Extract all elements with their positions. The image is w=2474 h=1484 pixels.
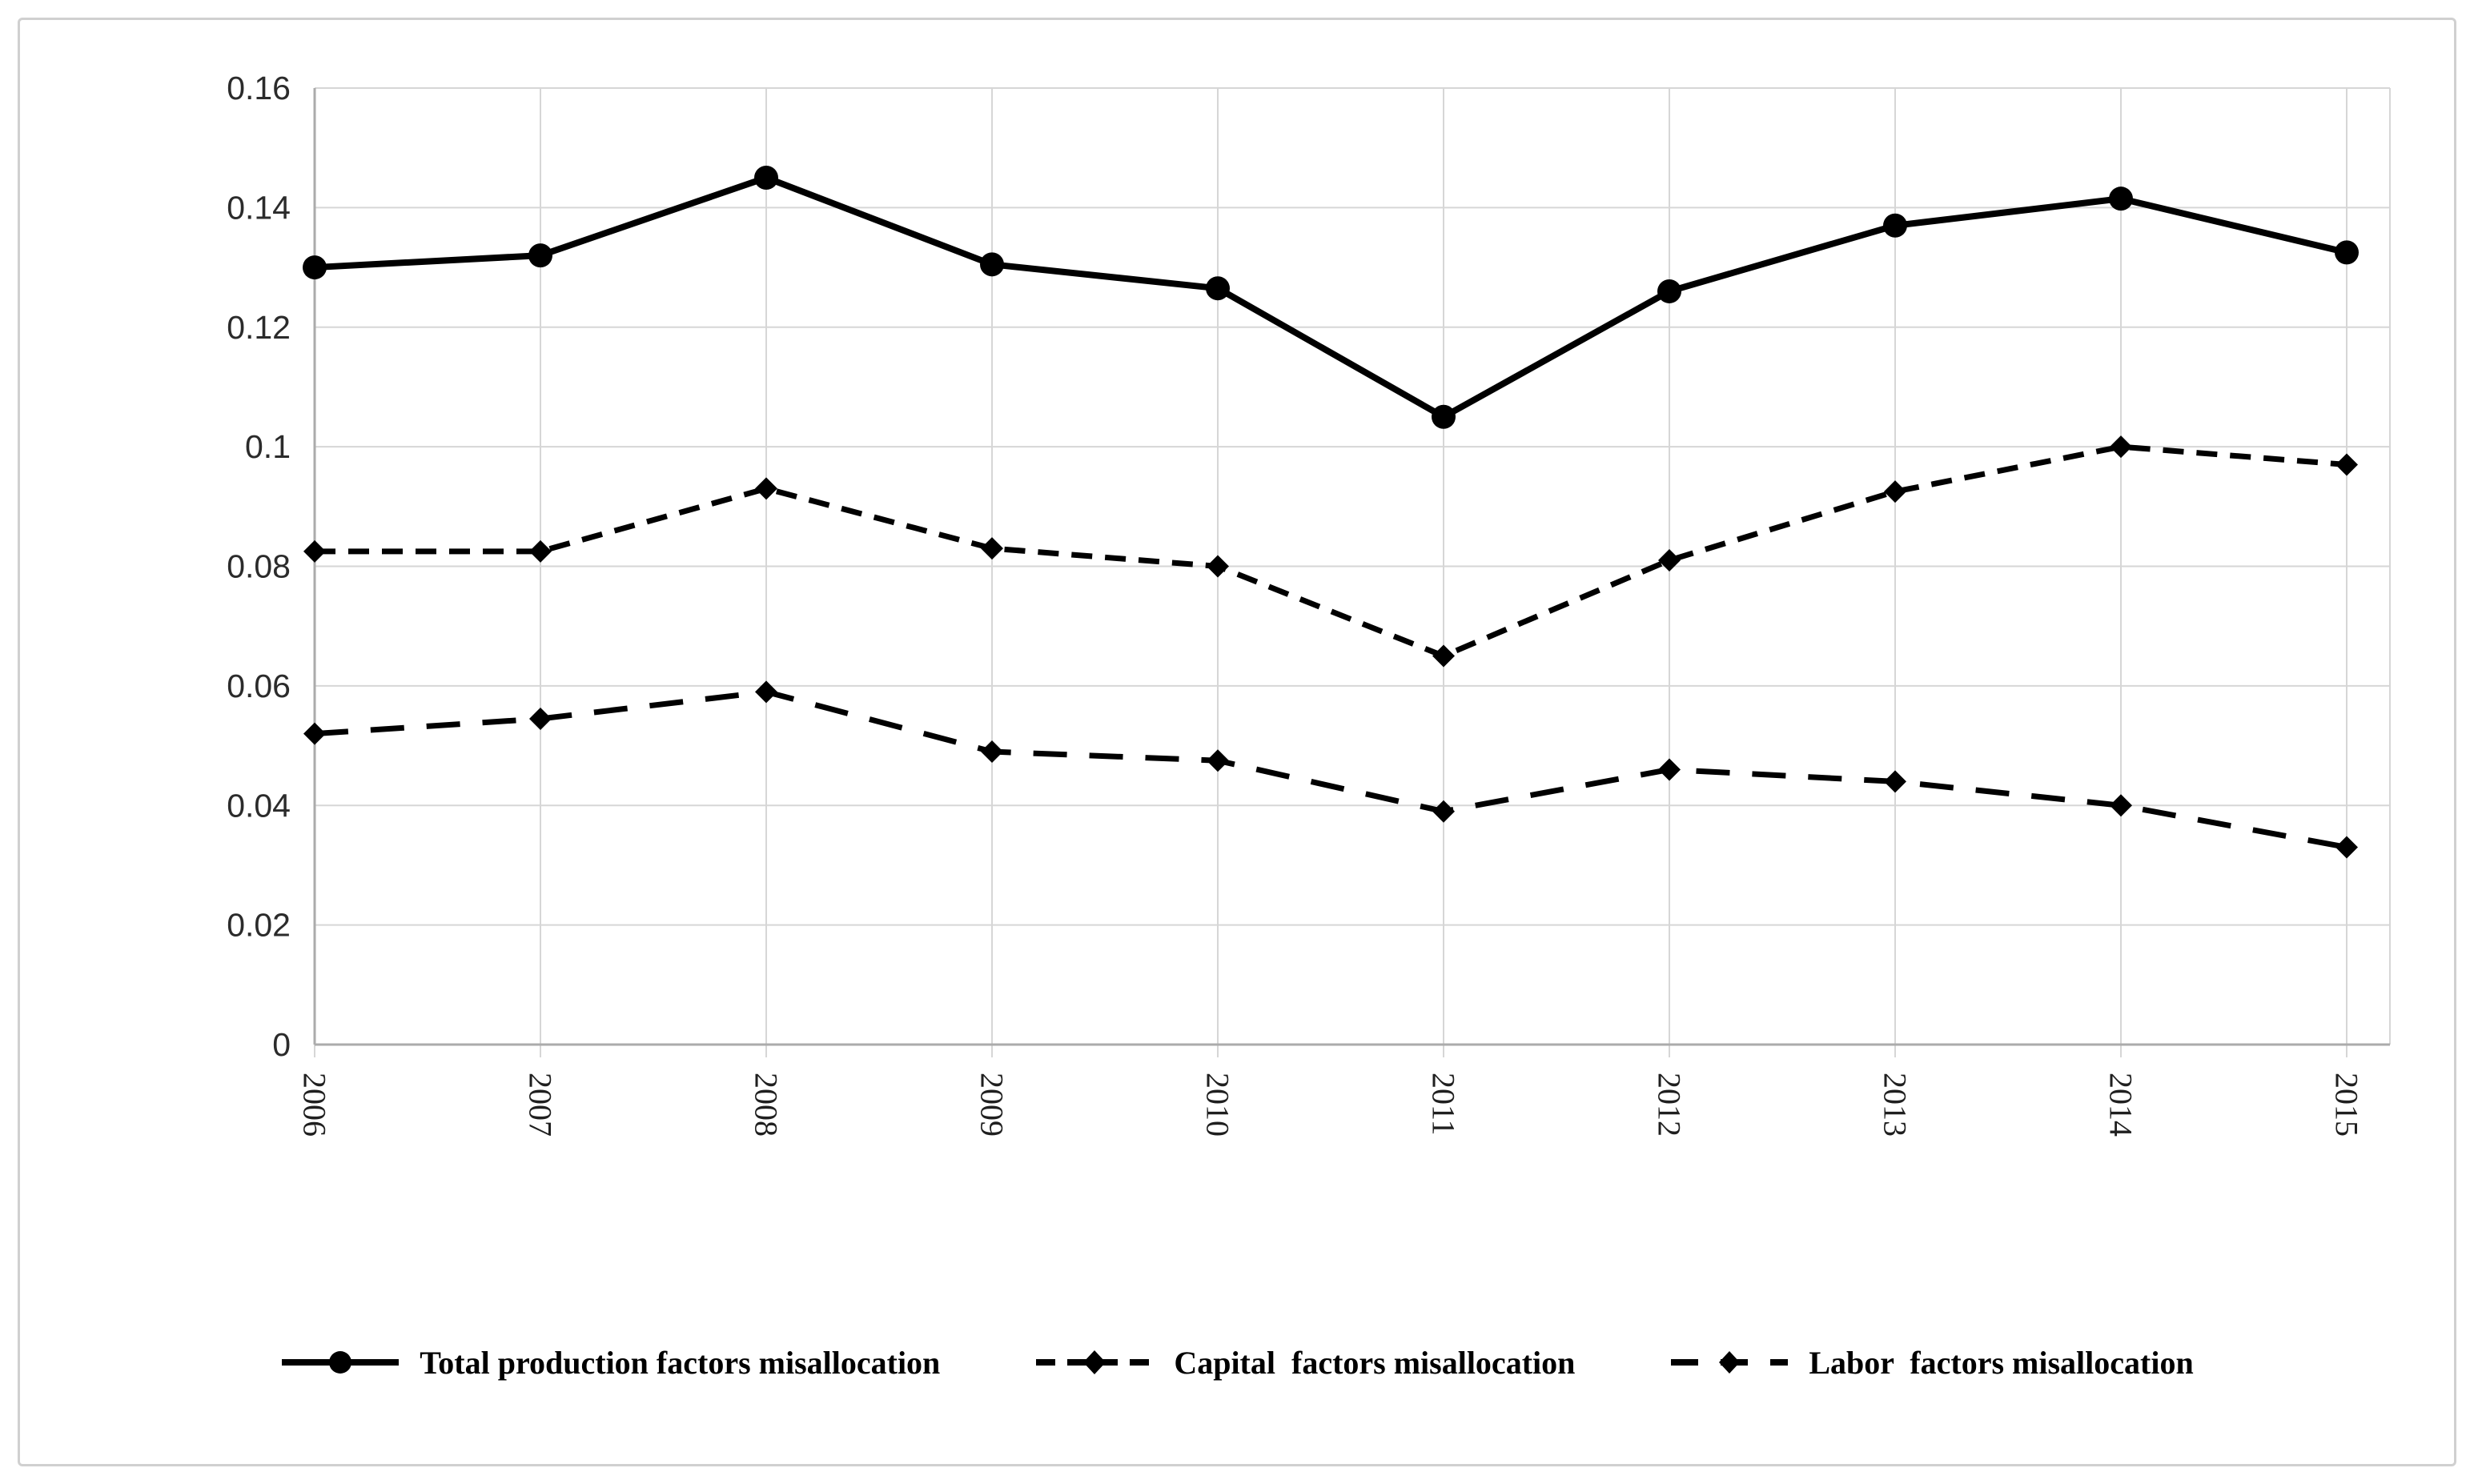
data-point-marker [2335,453,2358,476]
legend-line-solid-icon [282,1351,400,1374]
y-axis-label: 0 [272,1026,291,1063]
data-point-marker [529,539,552,563]
series-line-2 [314,688,2347,850]
x-axis-label: 2009 [974,1073,1010,1137]
data-point-marker [1884,480,1906,503]
y-axis-label: 0.1 [245,428,291,465]
series-line-0 [314,174,2347,421]
legend-label-labor: Labor factors misallocation [1809,1344,2194,1381]
x-axis-label: 2013 [1878,1073,1914,1137]
data-point-marker [1657,279,1681,303]
data-point-marker [1207,749,1229,772]
legend-item-labor: Labor factors misallocation [1669,1344,2194,1382]
x-axis-label: 2010 [1200,1073,1236,1137]
x-axis-label: 2012 [1652,1073,1688,1137]
data-point-marker [755,477,777,500]
data-point-marker [2335,836,2358,859]
series-line-1 [315,443,2347,660]
data-point-marker [981,537,1003,560]
legend-item-total: Total production factors misallocation [280,1344,940,1382]
data-point-marker [1884,770,1906,793]
y-axis-label: 0.12 [227,309,291,346]
data-point-marker [755,680,777,704]
data-point-marker [2110,794,2132,817]
data-point-marker [303,255,327,280]
data-point-marker [754,166,778,191]
data-point-marker [1432,644,1455,668]
data-point-marker [1658,758,1681,781]
data-point-marker [529,707,552,730]
data-point-marker [980,252,1004,277]
data-point-marker [2335,240,2359,265]
x-axis-label: 2011 [1426,1073,1462,1136]
x-axis-label: 2006 [297,1073,333,1137]
data-point-marker [1206,276,1230,301]
legend-line-long-dash-icon [1671,1351,1789,1374]
x-axis-label: 2015 [2329,1073,2365,1137]
legend-item-capital: Capital factors misallocation [1034,1344,1575,1382]
y-axis-label: 0.14 [227,189,291,226]
legend-label-capital: Capital factors misallocation [1174,1344,1576,1381]
y-axis-label: 0.08 [227,548,291,585]
legend-line-short-dash-icon [1036,1350,1154,1374]
data-point-marker [2109,187,2133,211]
data-point-marker [1658,549,1681,572]
data-point-marker [1432,800,1455,823]
data-point-marker [981,740,1003,764]
data-point-marker [1207,555,1229,578]
data-point-marker [1883,213,1907,238]
data-point-marker [2110,435,2132,459]
x-axis-label: 2014 [2103,1073,2139,1137]
y-axis-label: 0.16 [227,70,291,106]
data-point-marker [1432,404,1456,429]
data-point-marker [303,722,326,745]
legend-label-total: Total production factors misallocation [420,1344,941,1381]
data-point-marker [303,539,326,563]
data-point-marker [528,243,552,268]
x-axis-label: 2008 [749,1073,785,1137]
y-axis-label: 0.02 [227,907,291,944]
y-axis-label: 0.06 [227,668,291,704]
y-axis-label: 0.04 [227,787,291,824]
chart-legend: Total production factors misallocation C… [0,1322,2474,1402]
x-axis-label: 2007 [523,1073,559,1137]
